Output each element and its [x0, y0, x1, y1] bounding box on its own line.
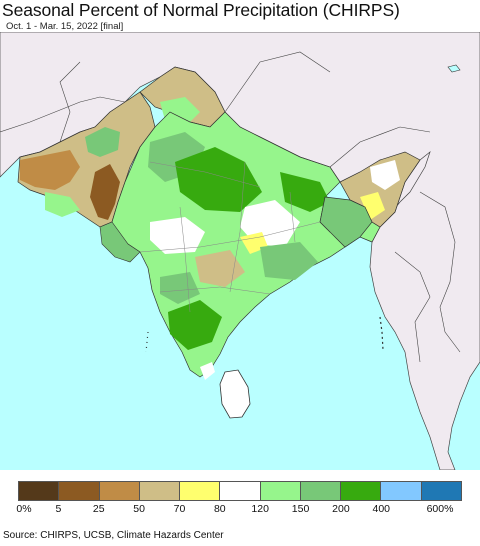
state-borders — [139, 161, 321, 313]
legend-tick-label: 150 — [291, 503, 310, 515]
legend-tick-label: 400 — [372, 503, 391, 515]
legend-swatch — [260, 482, 301, 500]
legend-swatch — [19, 482, 60, 500]
dry-area — [20, 150, 80, 190]
legend-tick-label: 0% — [16, 503, 32, 515]
country-border — [419, 191, 461, 353]
legend-swatch — [220, 482, 261, 500]
dry-area — [90, 164, 120, 220]
very-wet-area — [168, 300, 222, 350]
country-border — [329, 126, 431, 168]
map-subtitle: Oct. 1 - Mar. 15, 2022 [final] — [6, 21, 124, 32]
very-wet-area — [280, 172, 330, 212]
legend-tick-label: 70 — [173, 503, 186, 515]
legend-tick-label: 120 — [251, 503, 269, 515]
legend-tick-label: 200 — [332, 503, 350, 515]
dry-area — [360, 192, 385, 220]
legend-tick-label: 25 — [92, 503, 105, 515]
legend-swatch — [341, 482, 382, 500]
wet-area — [160, 272, 200, 304]
wet-area — [260, 242, 318, 280]
map-title: Seasonal Percent of Normal Precipitation… — [2, 0, 400, 20]
lakshadweep — [145, 331, 149, 353]
legend-tick-label: 80 — [213, 503, 226, 515]
precipitation-map — [0, 32, 480, 470]
legend-swatch — [59, 482, 100, 500]
legend-swatch — [180, 482, 221, 500]
legend-swatch — [381, 482, 422, 500]
legend-swatch — [99, 482, 140, 500]
legend-swatch — [139, 482, 181, 500]
color-legend — [18, 481, 462, 501]
country-border — [59, 61, 81, 143]
region-sri-lanka — [219, 369, 251, 419]
legend-tick-labels: 0% 5 25 50 70 80 120 150 200 400 600% — [0, 503, 480, 517]
very-wet-area — [175, 147, 262, 212]
region-bangladesh — [319, 196, 373, 248]
country-border — [394, 251, 431, 363]
legend-tick-label: 600% — [426, 503, 454, 515]
island — [447, 64, 461, 73]
region-gujarat — [99, 221, 141, 263]
normal-area — [150, 217, 205, 254]
country-border — [0, 96, 126, 133]
andaman-islands — [379, 316, 384, 351]
legend-swatch — [421, 482, 461, 500]
legend-tick-label: 5 — [55, 503, 62, 515]
legend-swatch — [300, 482, 342, 500]
wet-area — [85, 127, 120, 157]
wet-area — [45, 192, 80, 217]
source-credit: Source: CHIRPS, UCSB, Climate Hazards Ce… — [3, 530, 224, 541]
normal-area — [200, 362, 215, 380]
country-border — [224, 51, 331, 113]
normal-area — [370, 160, 400, 190]
legend-tick-label: 50 — [133, 503, 145, 515]
